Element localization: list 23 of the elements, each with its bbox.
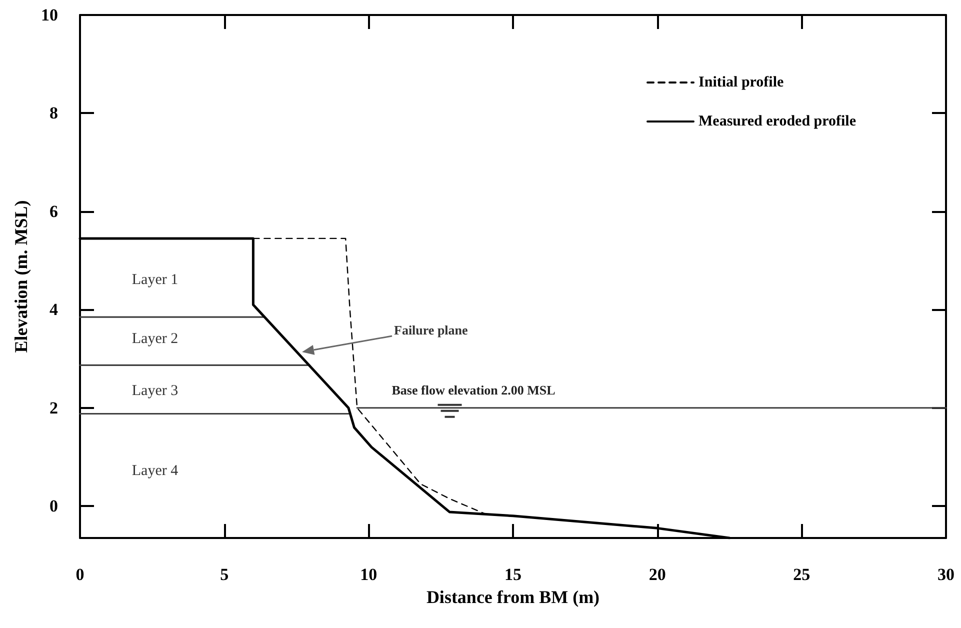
annotation: Failure plane (394, 322, 468, 338)
x-tick-label: 15 (504, 565, 522, 584)
legend-label: Measured eroded profile (698, 114, 856, 130)
y-tick-label: 2 (50, 398, 58, 418)
annotation: Layer 2 (132, 331, 178, 347)
y-tick-label: 4 (50, 300, 58, 320)
y-tick-label: 6 (50, 202, 58, 221)
x-tick-label: 20 (648, 565, 666, 584)
annotation: Base flow elevation 2.00 MSL (392, 382, 556, 398)
y-tick-label: 10 (41, 6, 58, 24)
x-tick-label: 30 (938, 565, 954, 584)
x-tick-label: 10 (360, 565, 378, 584)
x-axis-title: Distance from BM (m) (426, 586, 600, 607)
annotation: Layer 4 (132, 463, 179, 479)
y-tick-label: 0 (50, 496, 58, 516)
x-tick-label: 5 (220, 565, 229, 584)
x-tick-label: 25 (793, 565, 810, 584)
y-axis-title: Elevation (m. MSL) (11, 200, 31, 353)
y-tick-label: 8 (50, 104, 58, 123)
annotation: Layer 1 (132, 272, 178, 288)
legend-label: Initial profile (698, 74, 784, 90)
annotation: Layer 3 (132, 383, 178, 399)
x-tick-label: 0 (76, 565, 84, 584)
